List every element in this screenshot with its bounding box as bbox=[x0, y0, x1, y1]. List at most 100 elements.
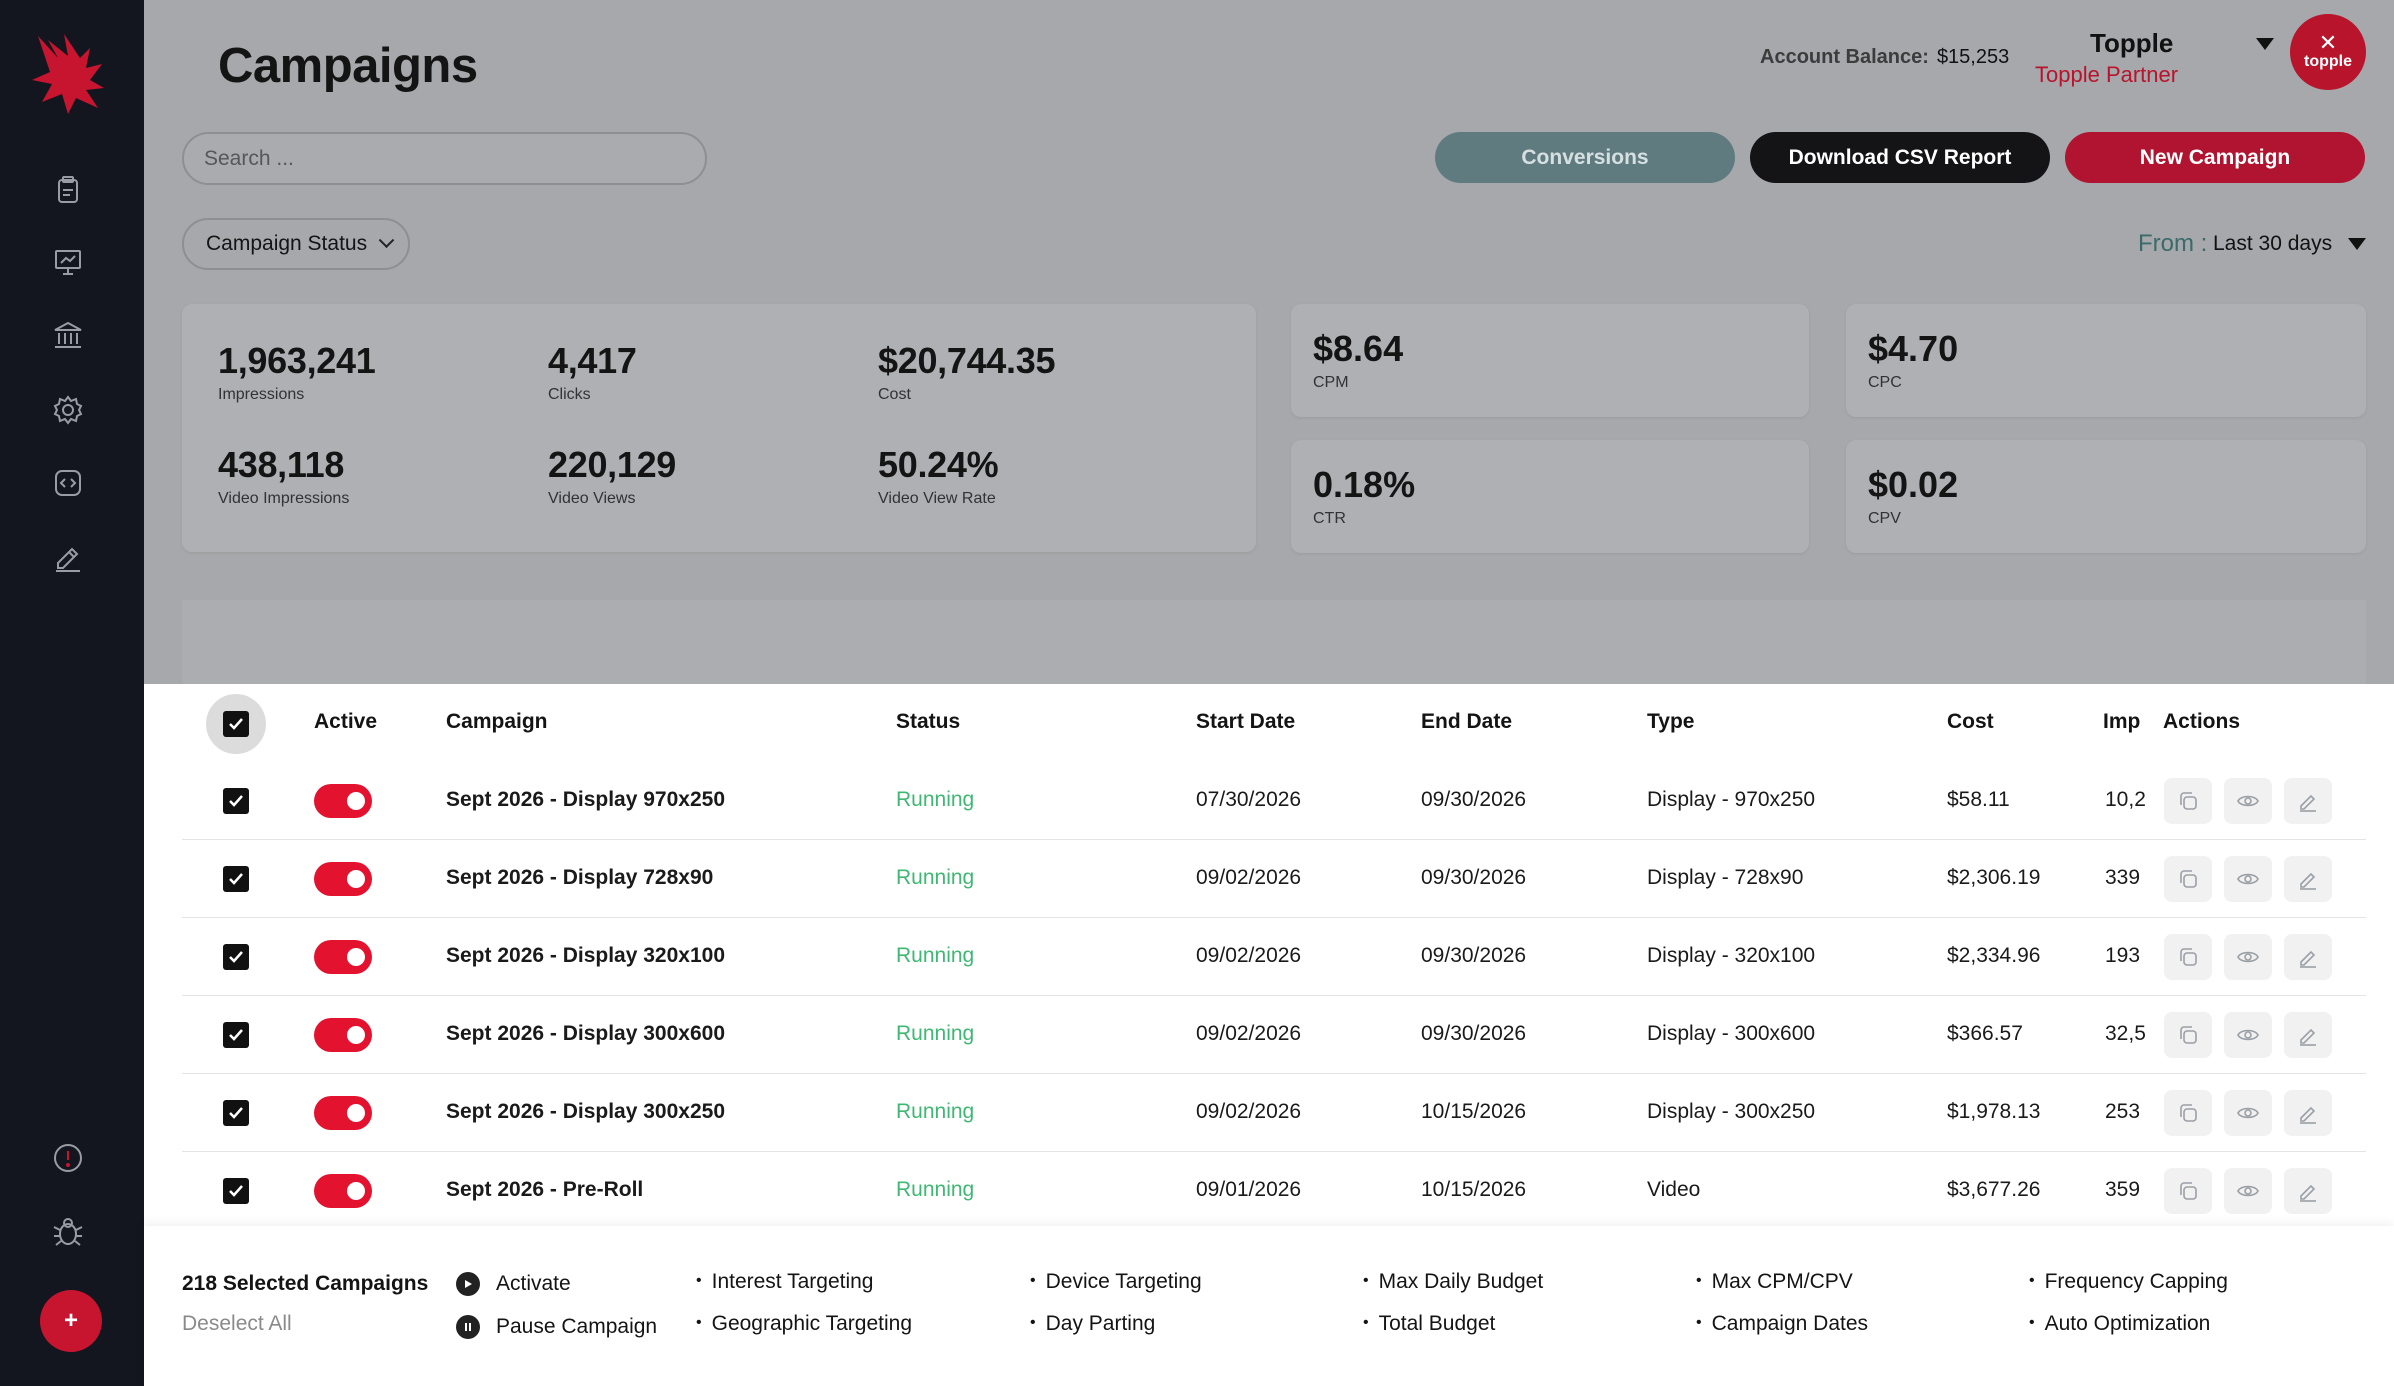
view-icon[interactable] bbox=[2224, 934, 2272, 980]
view-icon[interactable] bbox=[2224, 1168, 2272, 1214]
table-header: Active Campaign Status Start Date End Da… bbox=[182, 684, 2366, 762]
option-day-parting[interactable]: Day Parting bbox=[1030, 1312, 1156, 1336]
header-status[interactable]: Status bbox=[896, 710, 961, 733]
gear-icon[interactable] bbox=[48, 390, 88, 430]
conversions-button[interactable]: Conversions bbox=[1435, 132, 1735, 183]
duplicate-icon[interactable] bbox=[2164, 778, 2212, 824]
campaign-name[interactable]: Sept 2026 - Display 300x600 bbox=[446, 1022, 726, 1045]
row-checkbox[interactable] bbox=[223, 866, 249, 892]
account-menu-caret-icon[interactable] bbox=[2256, 38, 2274, 50]
view-icon[interactable] bbox=[2224, 778, 2272, 824]
date-range-caret-icon[interactable] bbox=[2348, 238, 2366, 250]
duplicate-icon[interactable] bbox=[2164, 1012, 2212, 1058]
edit-icon[interactable] bbox=[2284, 934, 2332, 980]
campaign-type: Display - 970x250 bbox=[1647, 788, 1816, 811]
option-total-budget[interactable]: Total Budget bbox=[1363, 1312, 1496, 1336]
table-row[interactable]: Sept 2026 - Display 300x600 Running 09/02/… bbox=[182, 996, 2366, 1074]
table-row[interactable]: Sept 2026 - Display 728x90 Running 09/02/2… bbox=[182, 840, 2366, 918]
end-date: 09/30/2026 bbox=[1421, 1022, 1527, 1045]
view-icon[interactable] bbox=[2224, 1090, 2272, 1136]
active-toggle[interactable] bbox=[314, 1174, 372, 1208]
view-icon[interactable] bbox=[2224, 856, 2272, 902]
option-auto-optimization[interactable]: Auto Optimization bbox=[2029, 1312, 2211, 1336]
pause-campaign-button[interactable]: Pause Campaign bbox=[456, 1315, 657, 1339]
account-role: Topple Partner bbox=[2035, 62, 2179, 87]
campaign-name[interactable]: Sept 2026 - Display 728x90 bbox=[446, 866, 714, 889]
new-campaign-button[interactable]: New Campaign bbox=[2065, 132, 2365, 183]
header-end-date[interactable]: End Date bbox=[1421, 710, 1513, 733]
campaign-name[interactable]: Sept 2026 - Display 300x250 bbox=[446, 1100, 726, 1123]
table-row[interactable]: Sept 2026 - Display 970x250 Running 07/30/… bbox=[182, 762, 2366, 840]
duplicate-icon[interactable] bbox=[2164, 1168, 2212, 1214]
plus-icon[interactable]: + bbox=[40, 1290, 102, 1352]
active-toggle[interactable] bbox=[314, 1018, 372, 1052]
campaign-name[interactable]: Sept 2026 - Display 970x250 bbox=[446, 788, 726, 811]
view-icon[interactable] bbox=[2224, 1012, 2272, 1058]
topple-bird-icon: ✕ bbox=[2318, 30, 2338, 55]
option-frequency-capping[interactable]: Frequency Capping bbox=[2029, 1270, 2228, 1294]
presentation-chart-icon[interactable] bbox=[48, 242, 88, 282]
deselect-all-link[interactable]: Deselect All bbox=[182, 1312, 292, 1335]
campaign-status-dropdown[interactable]: Campaign Status bbox=[182, 218, 410, 270]
campaigns-table: Active Campaign Status Start Date End Da… bbox=[182, 684, 2366, 1230]
edit-icon[interactable] bbox=[2284, 856, 2332, 902]
campaign-name[interactable]: Sept 2026 - Pre-Roll bbox=[446, 1178, 644, 1201]
campaign-impressions: 10,2 bbox=[2105, 788, 2145, 811]
avatar[interactable]: ✕ topple bbox=[2290, 14, 2366, 90]
campaign-name[interactable]: Sept 2026 - Display 320x100 bbox=[446, 944, 726, 967]
row-checkbox[interactable] bbox=[223, 788, 249, 814]
option-device-targeting[interactable]: Device Targeting bbox=[1030, 1270, 1202, 1294]
activate-button[interactable]: Activate bbox=[456, 1272, 571, 1296]
stat-video-views: 220,129 Video Views bbox=[548, 444, 676, 508]
header-type[interactable]: Type bbox=[1647, 710, 1695, 733]
row-checkbox[interactable] bbox=[223, 1178, 249, 1204]
stat-impressions: 1,963,241 Impressions bbox=[218, 340, 376, 404]
duplicate-icon[interactable] bbox=[2164, 934, 2212, 980]
edit-pencil-icon[interactable] bbox=[48, 537, 88, 577]
stat-value: 438,118 bbox=[218, 444, 345, 485]
row-checkbox[interactable] bbox=[223, 944, 249, 970]
option-max-daily-budget[interactable]: Max Daily Budget bbox=[1363, 1270, 1544, 1294]
edit-icon[interactable] bbox=[2284, 778, 2332, 824]
table-row[interactable]: Sept 2026 - Pre-Roll Running 09/01/2026 10/… bbox=[182, 1152, 2366, 1230]
active-toggle[interactable] bbox=[314, 1096, 372, 1130]
header-start-date[interactable]: Start Date bbox=[1196, 710, 1296, 733]
active-toggle[interactable] bbox=[314, 862, 372, 896]
option-interest-targeting[interactable]: Interest Targeting bbox=[696, 1270, 874, 1294]
download-csv-button[interactable]: Download CSV Report bbox=[1750, 132, 2050, 183]
option-campaign-dates[interactable]: Campaign Dates bbox=[1696, 1312, 1868, 1336]
code-icon[interactable] bbox=[48, 463, 88, 503]
option-geographic-targeting[interactable]: Geographic Targeting bbox=[696, 1312, 912, 1336]
select-all-checkbox[interactable] bbox=[206, 694, 266, 754]
option-max-cpm-cpv[interactable]: Max CPM/CPV bbox=[1696, 1270, 1853, 1294]
header-cost[interactable]: Cost bbox=[1947, 710, 1994, 733]
campaign-type: Display - 300x250 bbox=[1647, 1100, 1816, 1123]
stat-value: 220,129 bbox=[548, 444, 677, 485]
campaign-status: Running bbox=[896, 1022, 975, 1045]
campaign-cost: $366.57 bbox=[1947, 1022, 2023, 1045]
duplicate-icon[interactable] bbox=[2164, 856, 2212, 902]
end-date: 09/30/2026 bbox=[1421, 944, 1527, 967]
kpi-ctr-card: 0.18% CTR bbox=[1291, 440, 1809, 553]
edit-icon[interactable] bbox=[2284, 1090, 2332, 1136]
account-balance-label: Account Balance: bbox=[1760, 46, 1929, 68]
edit-icon[interactable] bbox=[2284, 1012, 2332, 1058]
header-impressions[interactable]: Imp bbox=[2103, 710, 2141, 733]
search-input[interactable] bbox=[182, 132, 707, 185]
active-toggle[interactable] bbox=[314, 784, 372, 818]
eagle-logo-icon[interactable] bbox=[28, 28, 110, 116]
header-active[interactable]: Active bbox=[314, 710, 378, 733]
table-row[interactable]: Sept 2026 - Display 300x250 Running 09/02/… bbox=[182, 1074, 2366, 1152]
alert-icon[interactable] bbox=[48, 1138, 88, 1178]
bank-icon[interactable] bbox=[48, 316, 88, 356]
bug-icon[interactable] bbox=[48, 1212, 88, 1252]
edit-icon[interactable] bbox=[2284, 1168, 2332, 1214]
row-checkbox[interactable] bbox=[223, 1100, 249, 1126]
header-campaign[interactable]: Campaign bbox=[446, 710, 548, 733]
row-checkbox[interactable] bbox=[223, 1022, 249, 1048]
active-toggle[interactable] bbox=[314, 940, 372, 974]
duplicate-icon[interactable] bbox=[2164, 1090, 2212, 1136]
date-range-value[interactable]: Last 30 days bbox=[2213, 232, 2333, 255]
clipboard-icon[interactable] bbox=[48, 170, 88, 210]
table-row[interactable]: Sept 2026 - Display 320x100 Running 09/02/… bbox=[182, 918, 2366, 996]
